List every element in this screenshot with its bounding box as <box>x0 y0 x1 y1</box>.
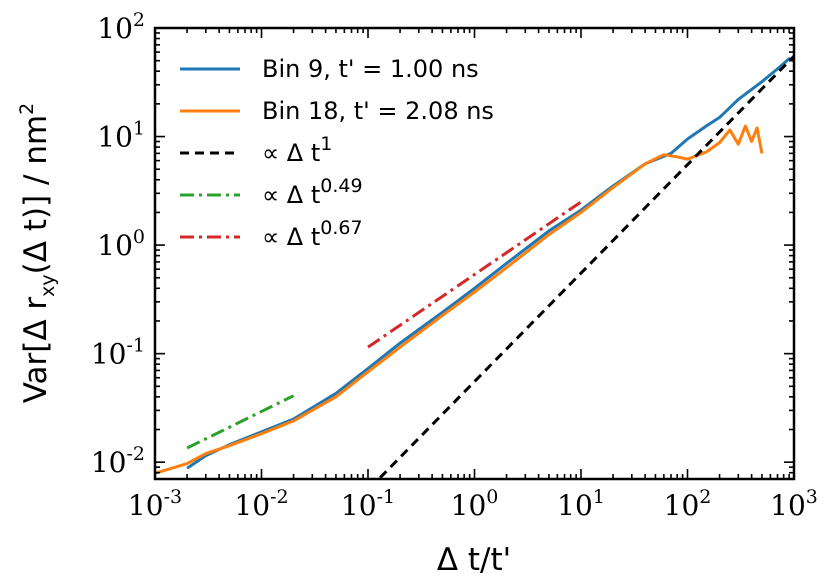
legend-label-exponent: 0.49 <box>320 175 362 197</box>
x-axis-title: Δ t/t' <box>437 542 511 578</box>
x-tick-label-base: 10 <box>451 489 487 522</box>
y-tick-label: 10-1 <box>91 335 145 371</box>
x-tick-label-exp: 1 <box>593 486 605 508</box>
y-tick-label-base: 10 <box>97 229 133 262</box>
x-tick-label-base: 10 <box>128 489 164 522</box>
y-axis-title: Var[Δ rxy(Δ t)] / nm2 <box>16 103 59 404</box>
legend-label-0: Bin 9, t' = 1.00 ns <box>262 55 479 83</box>
y-tick-label-exp: -1 <box>126 335 145 357</box>
x-tick-label: 103 <box>770 486 818 522</box>
legend-label-1: Bin 18, t' = 2.08 ns <box>262 97 494 125</box>
y-axis-title-sub: xy <box>37 274 59 297</box>
y-tick-label: 101 <box>97 118 145 154</box>
x-tick-label: 10-2 <box>234 486 288 522</box>
y-axis-title-sup: 2 <box>16 103 38 115</box>
legend-label-text: Bin 18, t' = 2.08 ns <box>262 97 494 125</box>
legend-label-exponent: 1 <box>320 133 332 155</box>
label-layer: 10-3 10-2 10-1 100 101 102 10310-210-110010110… <box>91 9 818 522</box>
legend-label-text: Bin 9, t' = 1.00 ns <box>262 55 479 83</box>
series-line-4 <box>367 200 582 349</box>
y-tick-label-exp: 1 <box>133 118 145 140</box>
y-tick-label: 10-2 <box>91 443 145 479</box>
legend-label-text: ∝ Δ t <box>262 223 320 251</box>
legend-label-4: ∝ Δ t0.67 <box>262 217 363 251</box>
y-axis-title-post: (Δ t)] / nm <box>18 115 54 275</box>
y-axis-title-pre: Var[Δ r <box>18 297 54 404</box>
legend-label-text: ∝ Δ t <box>262 139 320 167</box>
x-tick-label-exp: 3 <box>806 486 818 508</box>
series-layer <box>155 55 794 479</box>
y-tick-label: 102 <box>97 9 145 45</box>
x-tick-label-base: 10 <box>234 489 270 522</box>
x-tick-label-base: 10 <box>770 489 806 522</box>
x-tick-label-exp: -1 <box>377 486 396 508</box>
x-tick-label-base: 10 <box>557 489 593 522</box>
x-tick-label: 101 <box>557 486 605 522</box>
x-tick-label: 10-1 <box>341 486 395 522</box>
series-line-2 <box>379 55 794 479</box>
series-line-0 <box>186 57 794 470</box>
y-tick-label-exp: 2 <box>133 9 145 31</box>
legend-label-2: ∝ Δ t1 <box>262 133 332 167</box>
x-tick-label-exp: 2 <box>699 486 711 508</box>
x-tick-label: 10-3 <box>128 486 182 522</box>
y-tick-label-base: 10 <box>91 338 127 371</box>
x-tick-label-exp: -3 <box>164 486 183 508</box>
y-tick-label-exp: -2 <box>126 443 145 465</box>
x-tick-label-base: 10 <box>341 489 377 522</box>
x-tick-label-exp: -2 <box>270 486 289 508</box>
plot-frame <box>153 26 796 481</box>
y-tick-label-base: 10 <box>91 446 127 479</box>
x-tick-label-base: 10 <box>664 489 700 522</box>
y-tick-label-base: 10 <box>97 12 133 45</box>
series-line-3 <box>186 394 295 450</box>
y-tick-label-base: 10 <box>97 121 133 154</box>
legend: Bin 9, t' = 1.00 ns Bin 18, t' = 2.08 ns ∝… <box>180 55 494 251</box>
x-tick-label: 100 <box>451 486 499 522</box>
x-tick-label: 102 <box>664 486 712 522</box>
legend-label-exponent: 0.67 <box>320 217 362 239</box>
legend-label-3: ∝ Δ t0.49 <box>262 175 363 209</box>
y-tick-label-exp: 0 <box>133 226 145 248</box>
legend-label-text: ∝ Δ t <box>262 181 320 209</box>
x-tick-label-exp: 0 <box>486 486 498 508</box>
tick-layer <box>154 27 795 479</box>
series-line-1 <box>155 124 764 475</box>
y-tick-label: 100 <box>97 226 145 262</box>
